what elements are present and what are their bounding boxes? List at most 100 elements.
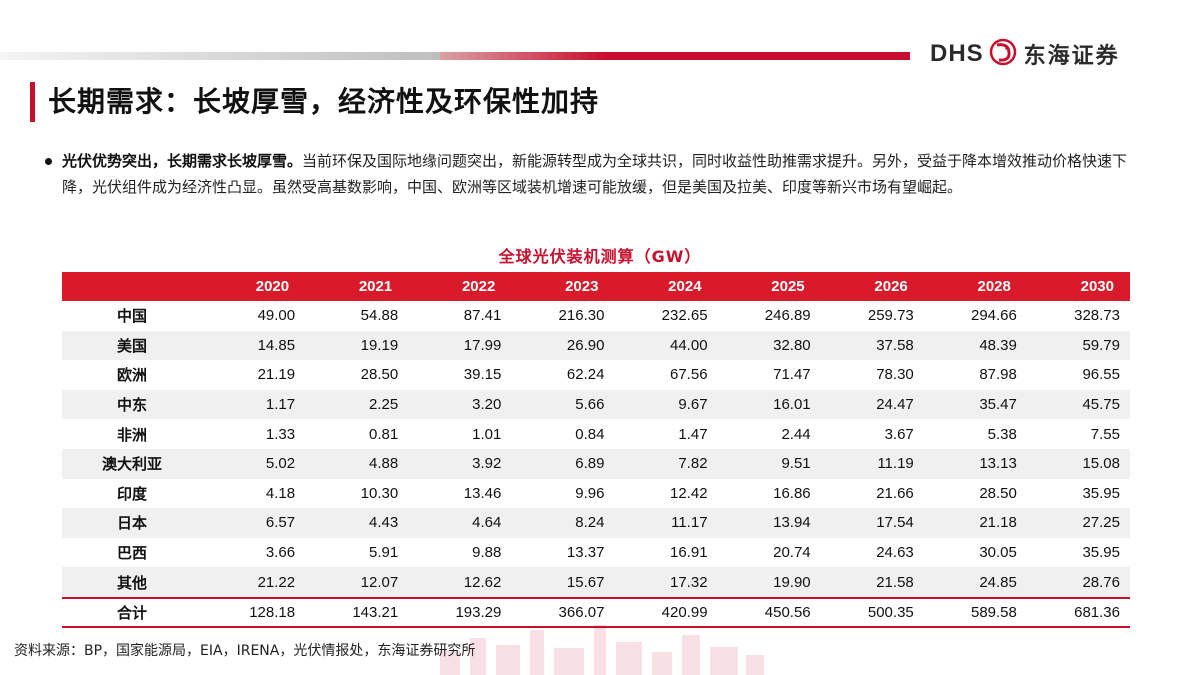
table-cell: 17.54	[820, 508, 924, 538]
table-row: 印度 4.18 10.30 13.46 9.96 12.42 16.86 21.66 28.50…	[62, 478, 1130, 509]
table-cell: 21.19	[202, 360, 306, 390]
total-cell: 143.21	[305, 596, 409, 628]
table-cell: 10.30	[305, 478, 409, 509]
table-cell: 19.90	[717, 567, 821, 598]
table-header-year: 2030	[1026, 272, 1130, 301]
table-cell: 19.19	[305, 330, 409, 361]
table-cell: 6.57	[202, 508, 306, 538]
table-cell: 13.13	[923, 448, 1027, 479]
table-cell: 28.50	[923, 478, 1027, 509]
table-cell: 45.75	[1026, 389, 1130, 420]
table-cell: 13.37	[511, 537, 615, 568]
dragon-logo-icon	[988, 35, 1018, 73]
table-cell: 7.55	[1026, 419, 1130, 449]
table-cell: 5.02	[202, 448, 306, 479]
table-cell: 5.91	[305, 537, 409, 568]
table-cell: 20.74	[717, 537, 821, 568]
table-cell: 5.66	[511, 389, 615, 420]
source-note: 资料来源：BP，国家能源局，EIA，IRENA，光伏情报处，东海证券研究所	[14, 643, 476, 659]
region-label: 中国	[62, 301, 202, 331]
table-cell: 16.01	[717, 389, 821, 420]
table-header-year: 2022	[408, 272, 512, 301]
bullet-lead: 光伏优势突出，长期需求长坡厚雪。	[62, 152, 303, 170]
table-cell: 16.91	[614, 537, 718, 568]
title-accent-bar	[30, 82, 35, 122]
bullet-text: 当前环保及国际地缘问题突出，新能源转型成为全球共识，同时收益性助推需求提升。另外…	[62, 152, 1128, 196]
table-cell: 67.56	[614, 360, 718, 390]
table-cell: 1.33	[202, 419, 306, 449]
table-header-year: 2020	[202, 272, 306, 301]
table-cell: 15.67	[511, 567, 615, 598]
table-total-row: 合计 128.18 143.21 193.29 366.07 420.99 450.56 50…	[62, 596, 1130, 628]
table-cell: 49.00	[202, 301, 306, 331]
table-cell: 30.05	[923, 537, 1027, 568]
logo-chinese-text: 东海证券	[1023, 44, 1120, 69]
table-cell: 14.85	[202, 330, 306, 361]
total-cell: 420.99	[614, 596, 718, 628]
table-row: 非洲 1.33 0.81 1.01 0.84 1.47 2.44 3.67 5.38 7.55	[62, 419, 1130, 449]
table-cell: 71.47	[717, 360, 821, 390]
table-cell: 13.94	[717, 508, 821, 538]
table-cell: 35.95	[1026, 537, 1130, 568]
total-label: 合计	[62, 596, 202, 628]
table-cell: 246.89	[717, 301, 821, 331]
table-cell: 32.80	[717, 330, 821, 361]
table-cell: 21.22	[202, 567, 306, 598]
table-cell: 87.41	[408, 301, 512, 331]
table-cell: 28.76	[1026, 567, 1130, 598]
table-cell: 13.46	[408, 478, 512, 509]
table-header-year: 2025	[717, 272, 821, 301]
region-label: 其他	[62, 567, 202, 598]
bullet-dot-icon	[45, 158, 52, 165]
table-cell: 24.85	[923, 567, 1027, 598]
total-cell: 500.35	[820, 596, 924, 628]
pv-installation-table: 2020 2021 2022 2023 2024 2025 2026 2028 2030 中国 4…	[62, 272, 1130, 628]
logo-latin-text: DHS	[930, 40, 984, 67]
table-cell: 35.47	[923, 389, 1027, 420]
region-label: 日本	[62, 508, 202, 538]
table-cell: 59.79	[1026, 330, 1130, 361]
table-footer: 合计 128.18 143.21 193.29 366.07 420.99 450.56 50…	[62, 596, 1130, 628]
table-cell: 24.47	[820, 389, 924, 420]
table-cell: 9.51	[717, 448, 821, 479]
table-header-year: 2021	[305, 272, 409, 301]
table-cell: 9.67	[614, 389, 718, 420]
table-header-year: 2023	[511, 272, 615, 301]
table-cell: 7.82	[614, 448, 718, 479]
table-row: 其他 21.22 12.07 12.62 15.67 17.32 19.90 21.58 24.…	[62, 567, 1130, 598]
table-cell: 24.63	[820, 537, 924, 568]
table-row: 欧洲 21.19 28.50 39.15 62.24 67.56 71.47 78.30 87.…	[62, 360, 1130, 390]
table-body: 中国 49.00 54.88 87.41 216.30 232.65 246.89 259.7…	[62, 301, 1130, 598]
table-cell: 3.20	[408, 389, 512, 420]
table-cell: 35.95	[1026, 478, 1130, 509]
table-cell: 328.73	[1026, 301, 1130, 331]
table-cell: 11.19	[820, 448, 924, 479]
table-cell: 4.64	[408, 508, 512, 538]
region-label: 巴西	[62, 537, 202, 568]
table-cell: 8.24	[511, 508, 615, 538]
table-cell: 1.47	[614, 419, 718, 449]
total-cell: 589.58	[923, 596, 1027, 628]
table-cell: 1.01	[408, 419, 512, 449]
region-label: 非洲	[62, 419, 202, 449]
table-cell: 27.25	[1026, 508, 1130, 538]
table-cell: 259.73	[820, 301, 924, 331]
table-cell: 16.86	[717, 478, 821, 509]
table-cell: 9.88	[408, 537, 512, 568]
table-cell: 1.17	[202, 389, 306, 420]
table-header-row: 2020 2021 2022 2023 2024 2025 2026 2028 2030	[62, 272, 1130, 301]
total-cell: 366.07	[511, 596, 615, 628]
table-cell: 2.25	[305, 389, 409, 420]
total-cell: 681.36	[1026, 596, 1130, 628]
table-cell: 21.58	[820, 567, 924, 598]
skyline-decoration	[440, 625, 764, 675]
total-cell: 193.29	[408, 596, 512, 628]
region-label: 欧洲	[62, 360, 202, 390]
table-cell: 6.89	[511, 448, 615, 479]
table-cell: 28.50	[305, 360, 409, 390]
table-cell: 15.08	[1026, 448, 1130, 479]
table-cell: 3.92	[408, 448, 512, 479]
region-label: 澳大利亚	[62, 448, 202, 479]
table-cell: 2.44	[717, 419, 821, 449]
header-grey-bar	[0, 52, 450, 60]
